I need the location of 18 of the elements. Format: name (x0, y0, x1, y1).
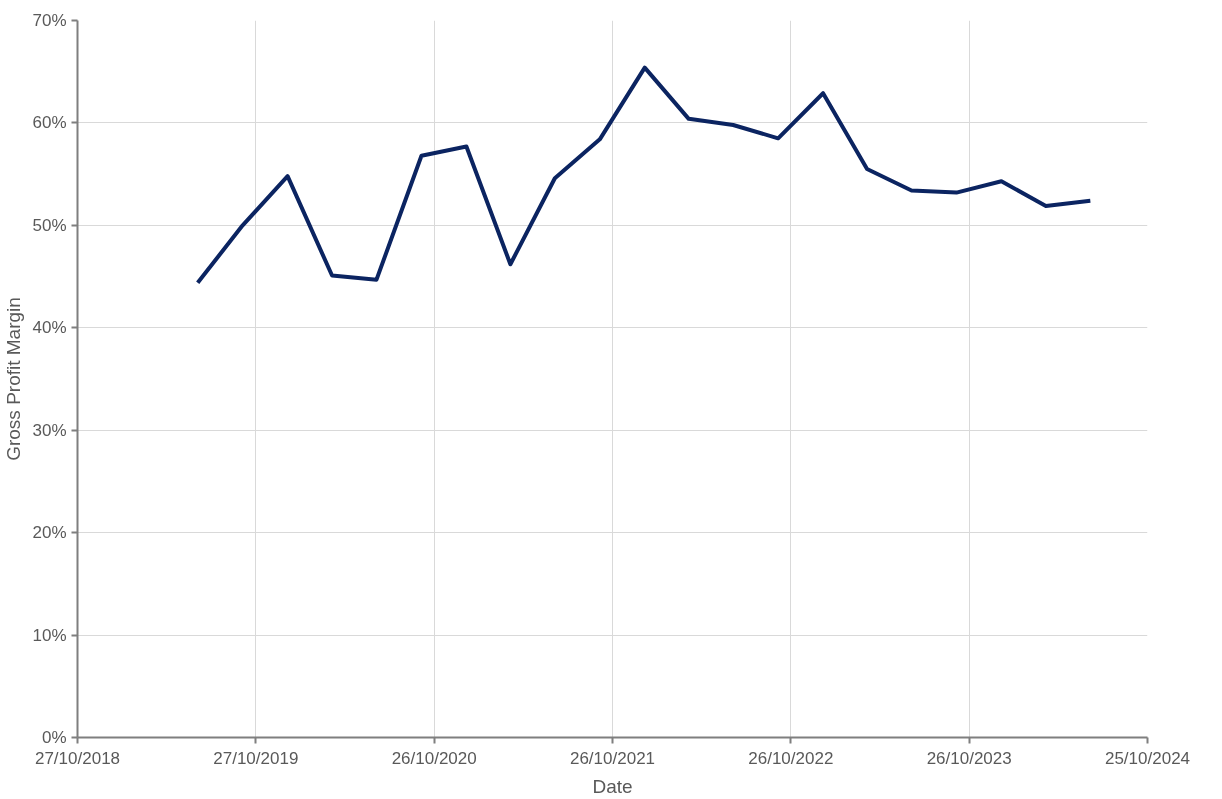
x-tick-label: 26/10/2022 (748, 748, 834, 768)
y-tick-label: 70% (32, 11, 67, 30)
x-tick-label: 27/10/2018 (34, 748, 121, 768)
x-tick-label: 25/10/2024 (1104, 748, 1191, 768)
x-tick-label: 26/10/2021 (569, 748, 656, 768)
x-tick-label: 26/10/2023 (926, 748, 1012, 768)
y-tick-label: 30% (32, 420, 67, 440)
y-tick-label: 10% (32, 625, 67, 645)
y-tick-label: 40% (32, 318, 67, 338)
x-tick-label: 27/10/2019 (213, 748, 299, 768)
x-axis-title: Date (592, 775, 633, 797)
y-axis-title: Gross Profit Margin (3, 297, 25, 461)
line-series (195, 65, 1093, 285)
y-tick-label: 50% (32, 215, 67, 235)
y-tick-label: 60% (32, 113, 67, 133)
y-tick-label: 20% (32, 523, 67, 543)
x-tick-label: 26/10/2020 (391, 748, 477, 768)
y-tick-label: 0% (41, 728, 67, 747)
